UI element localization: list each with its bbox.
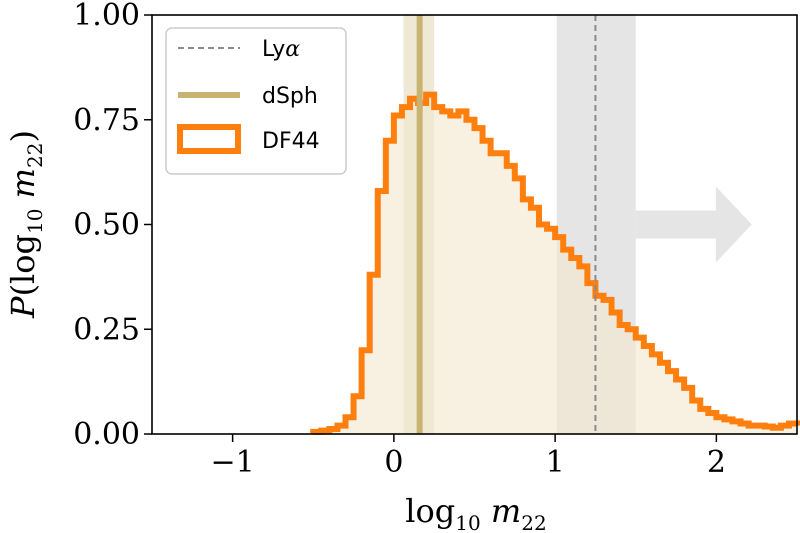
df44-histogram-bar (579, 266, 588, 434)
y-axis-label: P(log10 m22) (4, 130, 47, 319)
y-tick-label: 1.00 (73, 0, 140, 33)
df44-histogram-bar (756, 425, 765, 434)
df44-histogram-bar (684, 387, 693, 434)
df44-histogram-bar (498, 153, 507, 434)
legend-df44-swatch (177, 124, 241, 154)
df44-histogram-bar (716, 417, 725, 434)
legend-dsph-label: dSph (262, 84, 318, 109)
legend-df44-label: DF44 (262, 129, 320, 154)
df44-histogram-bar (772, 427, 781, 434)
df44-histogram-bar (434, 107, 443, 435)
df44-histogram-bar (345, 417, 354, 434)
df44-histogram-bar (450, 115, 459, 434)
df44-histogram-fill (313, 94, 797, 435)
df44-histogram-bar (635, 337, 644, 434)
y-tick-label: 0.00 (73, 417, 140, 452)
df44-histogram-bar (506, 165, 515, 434)
y-axis: 0.00 0.25 0.50 0.75 1.00 (73, 0, 152, 452)
df44-histogram-bar (740, 423, 749, 434)
df44-histogram-bar (724, 419, 733, 434)
df44-histogram-bar (700, 408, 709, 434)
df44-histogram-bar (442, 111, 451, 435)
df44-histogram-bar (676, 379, 685, 434)
df44-histogram-bar (651, 354, 660, 434)
df44-histogram-bar (426, 94, 435, 435)
df44-histogram-bar (393, 115, 402, 434)
df44-histogram-bar (595, 295, 604, 434)
df44-histogram-bar (668, 371, 677, 434)
df44-histogram-bar (466, 119, 475, 434)
df44-histogram-bar (401, 107, 410, 435)
df44-histogram-bar (530, 207, 539, 434)
df44-histogram-bar (748, 425, 757, 434)
df44-histogram-bar (458, 111, 467, 435)
df44-histogram-bar (377, 190, 386, 434)
df44-histogram-bar (337, 425, 346, 434)
df44-histogram-bar (571, 258, 580, 434)
x-tick-label: 1 (546, 445, 565, 480)
df44-histogram-bar (788, 423, 797, 434)
df44-histogram-bar (514, 178, 523, 434)
df44-histogram-bar (764, 426, 773, 434)
df44-histogram-bar (780, 425, 789, 434)
df44-histogram-bar (539, 224, 548, 434)
df44-histogram-bar (369, 274, 378, 434)
df44-histogram-bar (490, 153, 499, 434)
df44-histogram-bar (482, 140, 491, 434)
df44-histogram-bar (522, 199, 531, 434)
df44-histogram-bar (627, 329, 636, 434)
x-axis-label: log10 m22 (405, 492, 546, 533)
df44-histogram-bar (643, 346, 652, 434)
x-axis: −1 0 1 2 (211, 434, 726, 480)
lya-arrow-icon (635, 186, 752, 263)
legend: Lyα dSph DF44 (165, 27, 347, 175)
df44-histogram-bar (619, 325, 628, 434)
df44-histogram-outline (310, 91, 800, 435)
df44-histogram-bar (732, 421, 741, 434)
df44-histogram-bar (563, 249, 572, 434)
y-tick-label: 0.75 (73, 103, 140, 138)
df44-histogram-bar (410, 98, 419, 435)
y-tick-label: 0.50 (73, 208, 140, 243)
df44-histogram-bar (603, 299, 612, 434)
df44-histogram-bar (659, 362, 668, 434)
df44-histogram-bar (587, 283, 596, 434)
df44-histogram-bar (353, 396, 362, 434)
x-tick-label: 0 (384, 445, 403, 480)
df44-histogram-bar (474, 128, 483, 434)
legend-lya-label: Lyα (262, 37, 300, 62)
y-tick-label: 0.25 (73, 312, 140, 347)
x-tick-label: 2 (707, 445, 726, 480)
df44-histogram-bar (692, 400, 701, 434)
x-tick-label: −1 (211, 445, 255, 480)
df44-histogram-bar (555, 237, 564, 434)
df44-histogram-bar (708, 413, 717, 434)
df44-histogram-bar (385, 140, 394, 434)
df44-histogram-bar (611, 312, 620, 434)
df44-histogram-bar (547, 228, 556, 434)
df44-histogram-bar (361, 350, 370, 434)
